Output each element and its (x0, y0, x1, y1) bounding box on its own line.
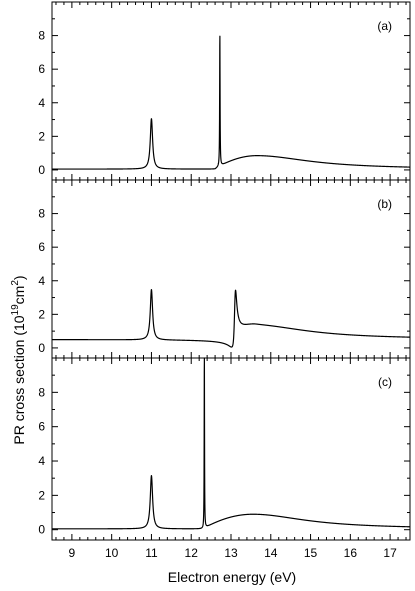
x-tick-label: 12 (185, 546, 199, 560)
y-tick-label: 4 (38, 454, 45, 468)
panel-2: 0 2 4 6 8 (c) (38, 357, 411, 541)
y-tick-label: 2 (38, 129, 45, 143)
y-tick-label: 0 (38, 523, 45, 537)
panel-label: (b) (377, 197, 392, 211)
y-tick-label: 8 (38, 207, 45, 221)
series-line (51, 357, 411, 530)
y-tick-label: 6 (38, 240, 45, 254)
panel-1: 0 2 4 6 8 (b) (38, 179, 411, 359)
y-axis-label-sup2: 2 (10, 280, 21, 286)
x-tick-label: 11 (145, 546, 158, 560)
panel-label: (c) (378, 375, 392, 389)
y-tick-label: 4 (38, 274, 45, 288)
y-tick-label: 4 (38, 96, 45, 110)
x-tick-label: 10 (105, 546, 119, 560)
panel-0: 0 2 4 6 8 (a) (38, 1, 411, 181)
y-tick-label: 0 (38, 163, 45, 177)
y-tick-label: 2 (38, 307, 45, 321)
series-line (51, 35, 411, 170)
series-line (51, 289, 411, 348)
y-axis-label-end: ) (11, 275, 27, 280)
panel-frame (51, 1, 411, 181)
y-tick-label: 8 (38, 385, 45, 399)
x-tick-labels: 9 10 11 12 13 14 15 16 17 (69, 546, 398, 560)
panel-label: (a) (377, 19, 392, 33)
x-tick-label: 9 (69, 546, 76, 560)
y-tick-label: 2 (38, 488, 45, 502)
y-tick-label: 6 (38, 62, 45, 76)
y-tick-label: 0 (38, 341, 45, 355)
y-axis-label-main: PR cross section (10 (11, 315, 27, 444)
x-tick-label: 16 (344, 546, 358, 560)
x-tick-label: 14 (264, 546, 278, 560)
panels: 0 2 4 6 8 (a) 0 2 4 6 8 (b) 0 2 4 6 8 (c) 9 10 11 12 13 14 15 16 1… (38, 1, 411, 560)
x-tick-label: 13 (224, 546, 238, 560)
y-tick-label: 6 (38, 420, 45, 434)
panel-frame (51, 357, 411, 541)
y-axis-label: PR cross section (1019cm2) (10, 275, 27, 444)
y-axis-label-sup1: 19 (10, 304, 21, 316)
x-axis-label: Electron energy (eV) (168, 569, 296, 585)
y-axis-label-mid: cm (11, 286, 27, 305)
y-tick-label: 8 (38, 29, 45, 43)
panel-frame (51, 179, 411, 359)
x-tick-label: 17 (383, 546, 397, 560)
x-tick-label: 15 (304, 546, 318, 560)
